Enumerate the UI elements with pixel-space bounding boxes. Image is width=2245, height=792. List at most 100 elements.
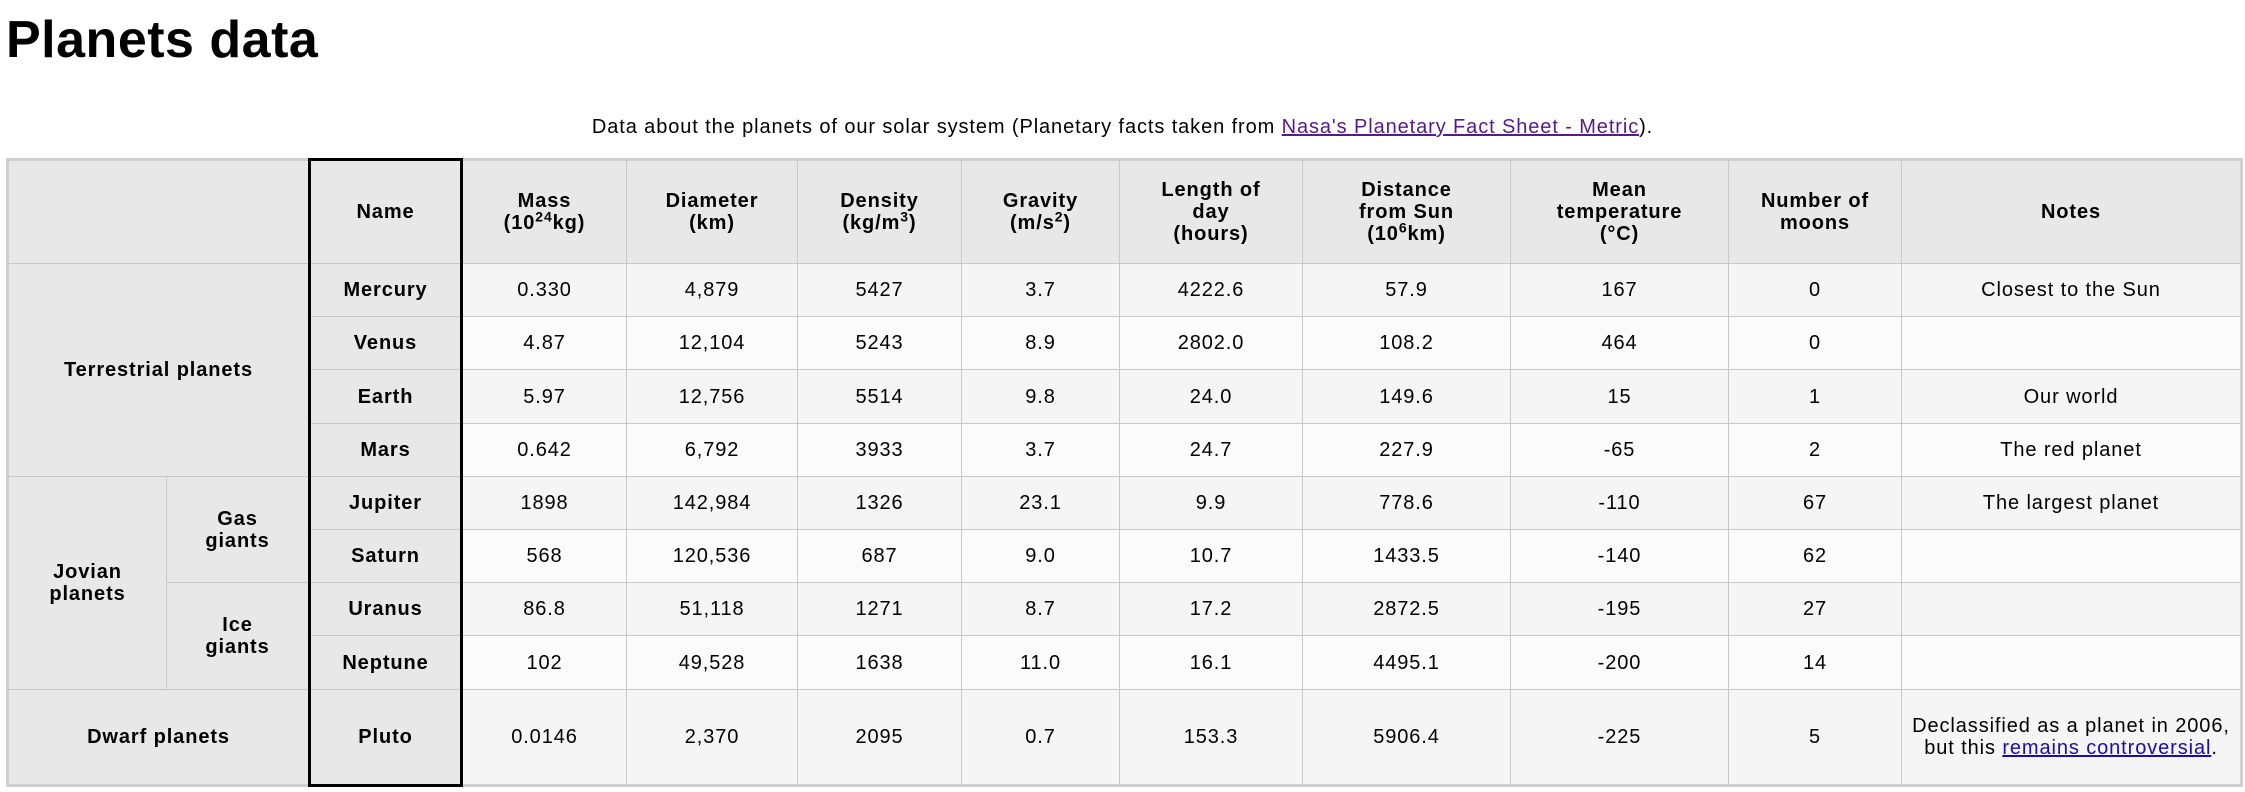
cell-mass: 0.0146	[461, 688, 627, 787]
cell-density: 5427	[797, 262, 962, 318]
cell-density: 687	[797, 529, 962, 584]
cell-gravity: 23.1	[961, 475, 1120, 531]
planet-name: Saturn	[308, 529, 463, 584]
cell-distance: 57.9	[1302, 262, 1511, 318]
header-row: Name Mass (1024kg) Diameter (km) Density (k…	[7, 158, 2242, 264]
cell-day: 9.9	[1119, 475, 1303, 531]
header-gravity: Gravity (m/s2)	[961, 159, 1120, 264]
group-dwarf: Dwarf planets	[7, 688, 310, 787]
header-moons: Number of moons	[1728, 159, 1902, 264]
cell-diameter: 2,370	[626, 688, 798, 787]
cell-mass: 5.97	[461, 369, 627, 424]
cell-gravity: 3.7	[961, 422, 1120, 477]
cell-diameter: 142,984	[626, 475, 798, 531]
cell-day: 24.0	[1119, 369, 1303, 424]
cell-mass: 0.330	[461, 262, 627, 318]
table-row: Venus 4.87 12,104 5243 8.9 2802.0 108.2 …	[8, 316, 2242, 371]
planet-name: Uranus	[308, 582, 463, 637]
cell-diameter: 12,756	[626, 369, 798, 424]
cell-gravity: 3.7	[961, 262, 1120, 318]
cell-moons: 5	[1728, 688, 1902, 787]
table-row: Ice giants Uranus 86.8 51,118 1271 8.7 17…	[8, 582, 2242, 690]
cell-day: 153.3	[1119, 688, 1303, 787]
cell-notes	[1901, 582, 2242, 637]
cell-moons: 67	[1728, 475, 1902, 531]
cell-notes	[1901, 316, 2242, 371]
planet-name: Venus	[308, 316, 463, 371]
cell-density: 3933	[797, 422, 962, 477]
nasa-fact-sheet-link[interactable]: Nasa's Planetary Fact Sheet - Metric	[1281, 116, 1640, 138]
cell-density: 2095	[797, 688, 962, 787]
cell-notes: The red planet	[1901, 422, 2242, 477]
table-row: Mars 0.642 6,792 3933 3.7 24.7 227.9 -65…	[8, 422, 2242, 477]
cell-day: 16.1	[1119, 635, 1303, 690]
header-diameter: Diameter (km)	[626, 159, 798, 264]
table-row: Neptune 102 49,528 1638 11.0 16.1 4495.1…	[8, 635, 2242, 690]
planet-name: Neptune	[308, 635, 463, 690]
cell-diameter: 12,104	[626, 316, 798, 371]
cell-day: 17.2	[1119, 582, 1303, 637]
notes-text: Declassified as a planet in 2006, but th…	[1912, 714, 2230, 759]
cell-temp: -65	[1510, 422, 1729, 477]
header-distance: Distance from Sun (106km)	[1302, 159, 1511, 264]
table-caption: Data about the planets of our solar syst…	[0, 116, 2245, 139]
cell-moons: 2	[1728, 422, 1902, 477]
cell-temp: 167	[1510, 262, 1729, 318]
header-empty-cell	[7, 159, 310, 264]
caption-suffix: ).	[1639, 116, 1654, 138]
cell-temp: -225	[1510, 688, 1729, 787]
cell-diameter: 51,118	[626, 582, 798, 637]
cell-distance: 2872.5	[1302, 582, 1511, 637]
cell-temp: -140	[1510, 529, 1729, 584]
cell-mass: 0.642	[461, 422, 627, 477]
cell-day: 2802.0	[1119, 316, 1303, 371]
cell-diameter: 49,528	[626, 635, 798, 690]
cell-gravity: 9.8	[961, 369, 1120, 424]
cell-diameter: 4,879	[626, 262, 798, 318]
cell-distance: 108.2	[1302, 316, 1511, 371]
cell-notes: Closest to the Sun	[1901, 262, 2242, 318]
cell-mass: 568	[461, 529, 627, 584]
cell-gravity: 8.9	[961, 316, 1120, 371]
cell-distance: 778.6	[1302, 475, 1511, 531]
table-row: Terrestrial planets Mercury 0.330 4,879 …	[7, 262, 2242, 477]
header-day-length: Length of day (hours)	[1119, 159, 1303, 264]
cell-density: 1271	[797, 582, 962, 637]
remains-controversial-link[interactable]: remains controversial	[2002, 736, 2212, 759]
cell-density: 1326	[797, 475, 962, 531]
cell-temp: 15	[1510, 369, 1729, 424]
cell-temp: -200	[1510, 635, 1729, 690]
cell-temp: -110	[1510, 475, 1729, 531]
header-temperature: Mean temperature (°C)	[1510, 159, 1729, 264]
cell-moons: 0	[1728, 316, 1902, 371]
cell-notes	[1901, 529, 2242, 584]
cell-temp: -195	[1510, 582, 1729, 637]
planet-name: Jupiter	[308, 475, 463, 531]
planet-name: Pluto	[308, 688, 463, 788]
cell-distance: 5906.4	[1302, 688, 1511, 787]
cell-notes: Declassified as a planet in 2006, but th…	[1901, 688, 2242, 787]
group-terrestrial: Terrestrial planets	[7, 263, 310, 477]
cell-gravity: 9.0	[961, 529, 1120, 584]
table-row: Earth 5.97 12,756 5514 9.8 24.0 149.6 15…	[8, 369, 2242, 424]
caption-text: Data about the planets of our solar syst…	[591, 116, 1282, 138]
cell-mass: 4.87	[461, 316, 627, 371]
cell-temp: 464	[1510, 316, 1729, 371]
cell-notes	[1901, 635, 2242, 690]
cell-distance: 227.9	[1302, 422, 1511, 477]
page-title: Planets data	[6, 11, 319, 69]
cell-diameter: 6,792	[626, 422, 798, 477]
cell-day: 10.7	[1119, 529, 1303, 584]
cell-day: 4222.6	[1119, 262, 1303, 318]
group-gas-giants: Gas giants	[166, 475, 310, 584]
header-density: Density (kg/m3)	[797, 159, 962, 264]
table-row: Dwarf planets Pluto 0.0146 2,370 2095 0.…	[7, 688, 2242, 788]
cell-mass: 102	[461, 635, 627, 690]
cell-diameter: 120,536	[626, 529, 798, 584]
table-row: Saturn 568 120,536 687 9.0 10.7 1433.5 -…	[8, 529, 2242, 584]
cell-density: 5243	[797, 316, 962, 371]
cell-gravity: 11.0	[961, 635, 1120, 690]
notes-suffix: .	[2211, 736, 2218, 759]
cell-mass: 1898	[461, 475, 627, 531]
cell-distance: 4495.1	[1302, 635, 1511, 690]
